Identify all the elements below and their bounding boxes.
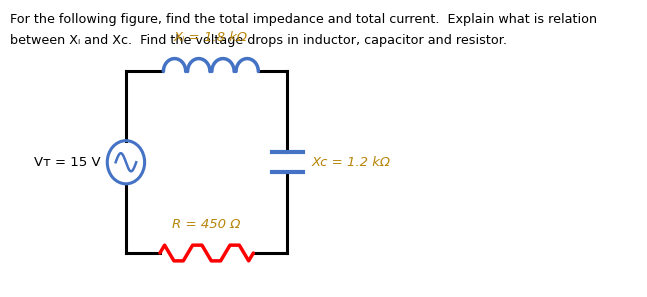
Text: Xₗ = 1.8 kΩ: Xₗ = 1.8 kΩ xyxy=(174,31,248,44)
Text: Xᴄ = 1.2 kΩ: Xᴄ = 1.2 kΩ xyxy=(311,156,390,169)
Text: R = 450 Ω: R = 450 Ω xyxy=(173,218,241,231)
Text: between Xₗ and Xᴄ.  Find the voltage drops in inductor, capacitor and resistor.: between Xₗ and Xᴄ. Find the voltage drop… xyxy=(10,34,507,47)
Text: Vᴛ = 15 V: Vᴛ = 15 V xyxy=(34,156,100,169)
Text: For the following figure, find the total impedance and total current.  Explain w: For the following figure, find the total… xyxy=(10,12,597,26)
